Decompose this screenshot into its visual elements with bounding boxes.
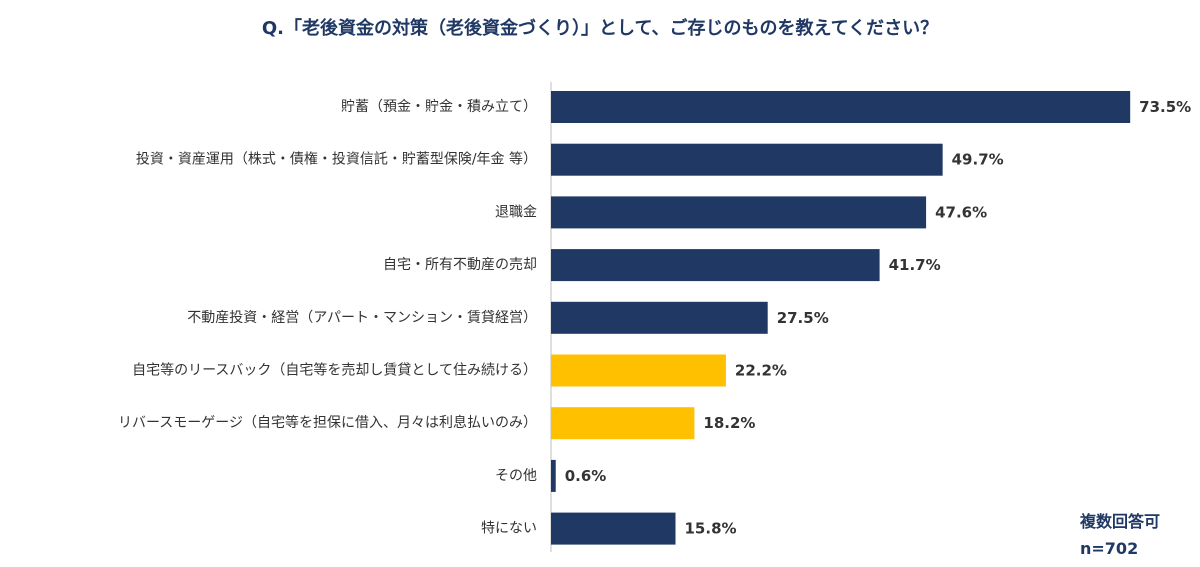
value-label: 49.7% (952, 151, 1004, 169)
bar (551, 354, 726, 387)
bar (551, 143, 943, 176)
sample-note: 複数回答可 n=702 (1080, 508, 1160, 562)
chart-title: Q.「老後資金の対策（老後資金づくり）」として、ご存じのものを教えてください？ (261, 18, 939, 39)
bar (551, 407, 695, 440)
bar (551, 249, 880, 282)
bar (551, 196, 927, 229)
multiple-answer-note: 複数回答可 (1080, 512, 1161, 531)
category-label: 自宅・所有不動産の売却 (383, 257, 537, 273)
category-label: 自宅等のリースバック（自宅等を売却し賃貸として住み続ける） (132, 362, 537, 379)
category-label: 退職金 (495, 204, 537, 220)
value-label: 47.6% (935, 203, 987, 221)
category-label: その他 (495, 468, 537, 484)
bar (551, 512, 676, 545)
sample-size: n=702 (1080, 539, 1139, 558)
category-label: 投資・資産運用（株式・債権・投資信託・貯蓄型保険/年金 等） (136, 151, 537, 168)
value-label: 18.2% (703, 414, 755, 432)
category-label: 貯蓄（預金・貯金・積み立て） (341, 99, 537, 115)
value-label: 0.6% (565, 467, 607, 485)
bar (551, 91, 1131, 123)
value-label: 27.5% (777, 309, 829, 327)
category-label: リバースモーゲージ（自宅等を担保に借入、月々は利息払いのみ） (118, 414, 537, 431)
value-label: 22.2% (735, 362, 787, 380)
value-label: 73.5% (1139, 98, 1191, 116)
bar (551, 301, 768, 334)
value-label: 15.8% (685, 520, 737, 538)
value-label: 41.7% (889, 256, 941, 274)
bar (551, 459, 556, 492)
category-label: 特にない (481, 521, 537, 537)
category-label: 不動産投資・経営（アパート・マンション・賃貸経営） (187, 310, 537, 326)
